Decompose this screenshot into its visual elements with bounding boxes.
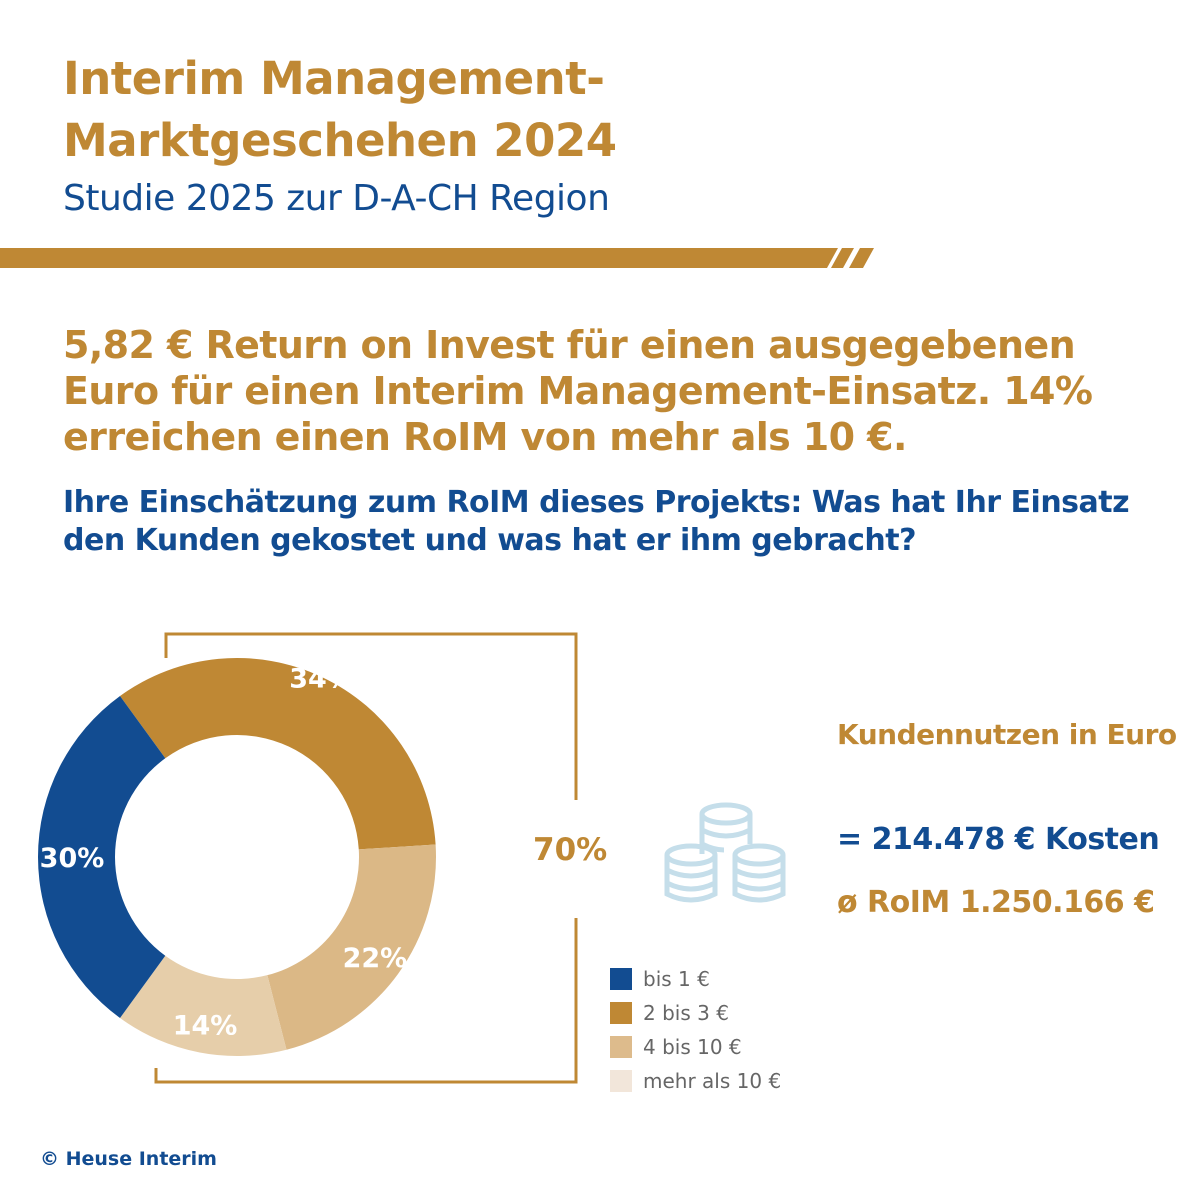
- benefit-heading: Kundennutzen in Euro: [837, 718, 1177, 751]
- page-title: Interim Management- Marktgeschehen 2024: [63, 52, 617, 167]
- roim-value: ø RoIM 1.250.166 €: [837, 885, 1155, 920]
- legend-item: mehr als 10 €: [610, 1064, 781, 1098]
- coins-stack-icon: [664, 802, 786, 903]
- header-divider-stripe: [0, 248, 874, 268]
- bracket-top: [164, 632, 578, 800]
- donut-chart: 34% 22% 14% 30%: [37, 632, 578, 1084]
- donut-slice: [120, 658, 436, 850]
- headline: 5,82 € Return on Invest für einen ausgeg…: [63, 323, 1093, 459]
- legend-item: 2 bis 3 €: [610, 996, 781, 1030]
- copyright: © Heuse Interim: [40, 1148, 217, 1170]
- page-subtitle: Studie 2025 zur D-A-CH Region: [63, 178, 610, 219]
- legend-item: bis 1 €: [610, 962, 781, 996]
- chart-legend: bis 1 € 2 bis 3 € 4 bis 10 € mehr als 10…: [610, 962, 781, 1098]
- bracket-bottom: [154, 918, 578, 1084]
- slice-label: 22%: [343, 943, 408, 974]
- legend-swatch: [610, 968, 632, 990]
- question: Ihre Einschätzung zum RoIM dieses Projek…: [63, 485, 1130, 558]
- legend-item: 4 bis 10 €: [610, 1030, 781, 1064]
- donut-slice: [37, 696, 166, 1018]
- legend-swatch: [610, 1070, 632, 1092]
- cost-value: = 214.478 € Kosten: [837, 822, 1160, 857]
- donut-slice: [120, 955, 287, 1056]
- donut-slice: [267, 844, 436, 1050]
- slice-label: 14%: [173, 1010, 238, 1041]
- slice-label: 34%: [289, 663, 354, 694]
- legend-swatch: [610, 1036, 632, 1058]
- bracket-percentage: 70%: [533, 832, 608, 868]
- legend-swatch: [610, 1002, 632, 1024]
- slice-label: 30%: [40, 843, 105, 874]
